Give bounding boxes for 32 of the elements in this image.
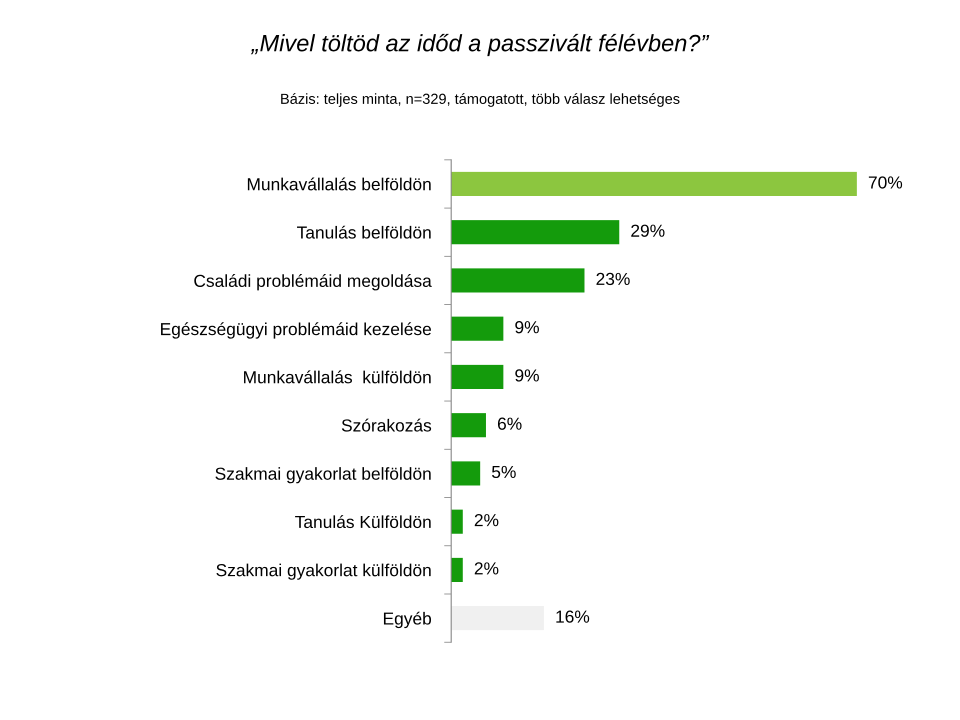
data-label: 29% bbox=[631, 224, 665, 237]
data-label: 9% bbox=[515, 369, 539, 382]
bar bbox=[451, 220, 620, 244]
y-tick-label: Tanulás Külföldön bbox=[295, 515, 431, 528]
y-tick-label: Tanulás belföldön bbox=[297, 226, 431, 239]
bar bbox=[451, 316, 504, 341]
bar bbox=[451, 413, 486, 438]
chart-subtitle: Bázis: teljes minta, n=329, támogatott, több válasz lehetséges bbox=[281, 93, 680, 107]
y-tick-label: Szakmai gyakorlat belföldön bbox=[215, 467, 431, 484]
bar bbox=[451, 172, 857, 196]
chart-title: „Mivel töltöd az időd a passzivált félévben?” bbox=[250, 34, 710, 56]
y-tick-label: Családi problémáid megoldása bbox=[194, 274, 432, 290]
y-tick-label: Munkavállalás belföldön bbox=[248, 177, 431, 190]
bar bbox=[451, 364, 504, 389]
data-label: 70% bbox=[868, 176, 902, 189]
data-label: 5% bbox=[492, 466, 516, 478]
data-label: 2% bbox=[474, 514, 498, 526]
data-label: 23% bbox=[596, 272, 630, 286]
data-label: 2% bbox=[474, 562, 498, 574]
y-tick-label: Munkavállalás külföldön bbox=[244, 370, 431, 384]
bar bbox=[451, 510, 463, 534]
bar bbox=[451, 461, 480, 486]
y-tick-label: Egyéb bbox=[384, 612, 432, 628]
data-label: 16% bbox=[556, 610, 590, 623]
data-label: 9% bbox=[515, 321, 539, 334]
bar bbox=[451, 558, 463, 582]
bar bbox=[451, 268, 584, 292]
bar bbox=[451, 606, 544, 630]
y-tick-label: Szakmai gyakorlat külföldön bbox=[216, 564, 431, 580]
y-tick-label: Szórakozás bbox=[342, 418, 432, 432]
y-tick-label: Egészségügyi problémáid kezelése bbox=[161, 322, 431, 339]
data-label: 6% bbox=[498, 418, 522, 430]
